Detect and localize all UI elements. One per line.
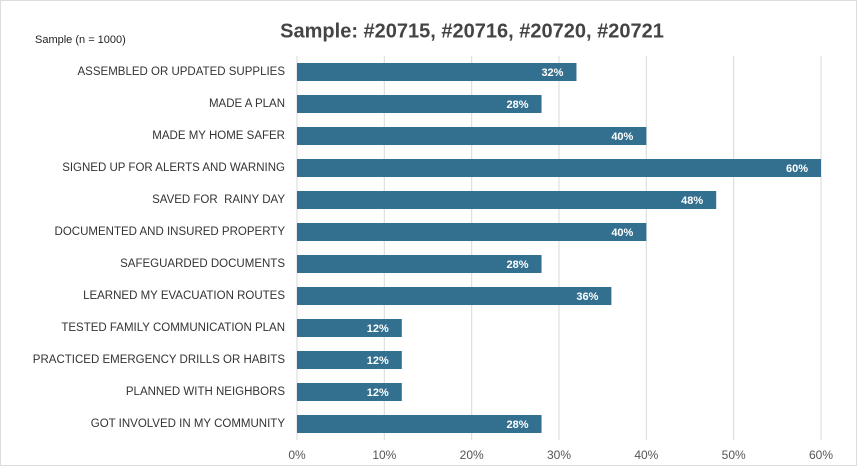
y-tick-label: TESTED FAMILY COMMUNICATION PLAN <box>61 322 285 334</box>
value-label: 28% <box>507 419 529 431</box>
x-tick-label: 0% <box>288 448 306 462</box>
value-label: 32% <box>541 67 563 79</box>
bar <box>297 63 577 81</box>
value-label: 12% <box>367 387 389 399</box>
value-label: 36% <box>576 291 598 303</box>
bar <box>297 319 402 337</box>
bar <box>297 191 717 209</box>
bar <box>297 127 647 145</box>
x-tick-label: 40% <box>634 448 658 462</box>
value-label: 60% <box>786 163 808 175</box>
value-label: 28% <box>507 259 529 271</box>
value-label: 28% <box>507 99 529 111</box>
value-label: 40% <box>611 227 633 239</box>
y-tick-label: PLANNED WITH NEIGHBORS <box>126 386 285 398</box>
y-tick-label: SIGNED UP FOR ALERTS AND WARNING <box>62 162 285 174</box>
bar <box>297 255 542 273</box>
value-label: 12% <box>367 355 389 367</box>
bar <box>297 383 402 401</box>
y-tick-label: SAFEGUARDED DOCUMENTS <box>120 258 285 270</box>
y-tick-label: LEARNED MY EVACUATION ROUTES <box>83 290 285 302</box>
x-tick-label: 30% <box>547 448 571 462</box>
bar <box>297 415 542 433</box>
y-tick-label: MADE A PLAN <box>209 98 285 110</box>
y-tick-label: DOCUMENTED AND INSURED PROPERTY <box>55 226 286 238</box>
y-tick-label: MADE MY HOME SAFER <box>152 130 285 142</box>
chart-title: Sample: #20715, #20716, #20720, #20721 <box>280 20 664 42</box>
chart-subtitle: Sample (n = 1000) <box>35 34 126 46</box>
bar <box>297 223 647 241</box>
bar <box>297 287 612 305</box>
value-label: 12% <box>367 323 389 335</box>
x-tick-label: 60% <box>809 448 833 462</box>
y-tick-label: SAVED FOR RAINY DAY <box>152 194 285 206</box>
y-tick-label: GOT INVOLVED IN MY COMMUNITY <box>91 418 286 430</box>
value-label: 40% <box>611 131 633 143</box>
y-tick-label: PRACTICED EMERGENCY DRILLS OR HABITS <box>33 354 286 366</box>
bar <box>297 95 542 113</box>
bar <box>297 159 821 177</box>
bar <box>297 351 402 369</box>
x-tick-label: 10% <box>372 448 396 462</box>
x-tick-label: 20% <box>460 448 484 462</box>
value-label: 48% <box>681 195 703 207</box>
x-tick-label: 50% <box>722 448 746 462</box>
y-tick-label: ASSEMBLED OR UPDATED SUPPLIES <box>78 66 286 78</box>
